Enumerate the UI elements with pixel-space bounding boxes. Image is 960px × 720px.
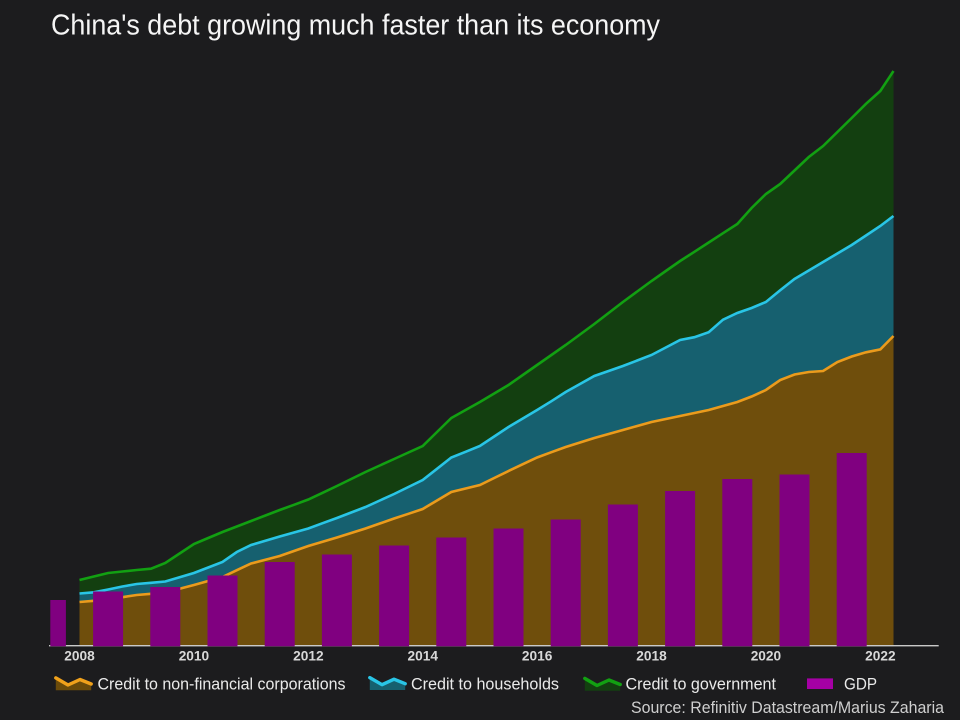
svg-text:2012: 2012: [293, 648, 324, 664]
svg-text:China's debt growing much fast: China's debt growing much faster than it…: [51, 10, 660, 42]
svg-text:Credit to households: Credit to households: [411, 675, 559, 694]
svg-text:Credit to non-financial corpor: Credit to non-financial corporations: [98, 675, 346, 694]
svg-text:Source: Refinitiv Datastream/M: Source: Refinitiv Datastream/Marius Zaha…: [631, 698, 944, 717]
svg-text:2018: 2018: [636, 648, 667, 664]
svg-text:2016: 2016: [522, 648, 553, 664]
svg-text:GDP: GDP: [844, 675, 877, 694]
svg-text:2022: 2022: [865, 648, 896, 664]
svg-text:2008: 2008: [64, 648, 95, 664]
svg-text:2020: 2020: [751, 648, 782, 664]
svg-text:2010: 2010: [179, 648, 210, 664]
svg-text:2014: 2014: [408, 648, 439, 664]
svg-text:Credit to government: Credit to government: [626, 675, 777, 694]
